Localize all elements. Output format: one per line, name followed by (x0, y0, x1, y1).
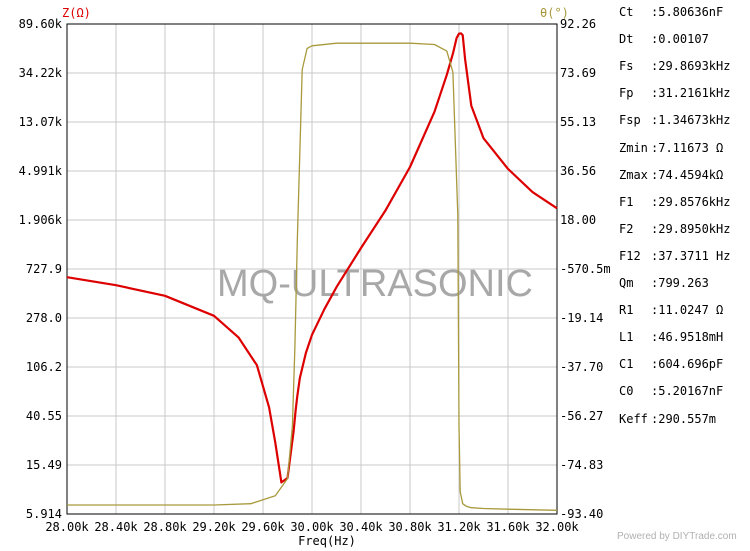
x-tick-label: 31.20k (437, 520, 481, 534)
x-tick-label: 29.60k (241, 520, 285, 534)
left-tick-label: 13.07k (19, 115, 63, 129)
right-axis-title: θ(°) (540, 6, 569, 20)
right-tick-label: -56.27 (560, 409, 603, 423)
param-value: :1.34673kHz (651, 113, 731, 128)
param-row-c0: C0 :5.20167nF (619, 383, 723, 399)
right-tick-label: 18.00 (560, 213, 596, 227)
left-axis-ticks: 89.60k 34.22k 13.07k 4.991k 1.906k 727.9 278.0… (19, 17, 63, 521)
param-key: L1 (619, 330, 634, 345)
param-key: Fp (619, 86, 634, 101)
left-tick-label: 40.55 (26, 409, 62, 423)
footer-credit-text: Powered by DIYTrade.com (617, 531, 737, 542)
param-value: :799.263 (651, 276, 709, 290)
left-tick-label: 727.9 (26, 262, 62, 276)
param-key: Zmin (619, 140, 648, 155)
param-value: :290.557m (651, 411, 717, 426)
left-tick-label: 278.0 (26, 311, 62, 325)
x-tick-label: 30.80k (388, 520, 432, 534)
left-tick-label: 5.914 (26, 507, 62, 521)
param-value: :74.4594kΩ (651, 167, 724, 182)
param-row-f1: F1 :29.8576kHz (619, 194, 730, 210)
param-row-f2: F2 :29.8950kHz (619, 221, 730, 237)
param-row-ct: Ct :5.80636nF (619, 4, 723, 20)
watermark-text: MQ-ULTRASONIC (217, 263, 533, 305)
param-value: :5.20167nF (651, 384, 724, 399)
x-tick-label: 28.40k (94, 520, 138, 534)
right-axis-ticks: 92.26 73.69 55.13 36.56 18.00 -570.5m -19.14 -3… (560, 17, 611, 521)
left-tick-label: 4.991k (19, 164, 63, 178)
phase-series-line (67, 42, 558, 511)
param-row-c1: C1 :604.696pF (619, 356, 723, 372)
left-tick-label: 1.906k (19, 213, 63, 227)
param-key: Qm (619, 276, 634, 290)
right-tick-label: 55.13 (560, 115, 596, 129)
right-tick-label: -93.40 (560, 507, 603, 521)
param-value: :604.696pF (651, 357, 724, 372)
param-row-dt: Dt :0.00107 (619, 31, 709, 47)
param-row-keff: Keff:290.557m (619, 411, 716, 427)
x-tick-label: 30.00k (290, 520, 334, 534)
param-value: :0.00107 (651, 32, 709, 47)
param-value: :7.11673 Ω (651, 140, 724, 155)
x-tick-label: 28.00k (45, 520, 89, 534)
x-axis-ticks: 28.00k 28.40k 28.80k 29.20k 29.60k 30.00k 30.4… (45, 520, 579, 534)
right-tick-label: -570.5m (560, 262, 611, 276)
param-row-f12: F12 :37.3711 Hz (619, 248, 730, 264)
param-row-r1: R1 :11.0247 Ω (619, 302, 723, 318)
param-row-zmax: Zmax:74.4594kΩ (619, 167, 723, 183)
param-key: Dt (619, 32, 634, 47)
param-key: Fs (619, 59, 634, 74)
plot-frame (66, 23, 558, 515)
left-tick-label: 106.2 (26, 360, 62, 374)
param-row-qm: Qm :799.263 (619, 275, 709, 291)
x-axis-title: Freq(Hz) (298, 534, 356, 548)
param-key: Keff (619, 411, 648, 426)
param-value: :29.8693kHz (651, 59, 731, 74)
left-tick-label: 15.49 (26, 458, 62, 472)
param-key: R1 (619, 303, 634, 318)
param-key: F1 (619, 194, 634, 209)
chart-grid (67, 24, 557, 514)
param-key: C0 (619, 384, 634, 399)
param-value: :46.9518mH (651, 330, 724, 345)
x-tick-label: 30.40k (339, 520, 383, 534)
right-tick-label: 36.56 (560, 164, 596, 178)
param-key: Ct (619, 5, 634, 19)
param-row-zmin: Zmin:7.11673 Ω (619, 140, 723, 156)
param-key: F2 (619, 221, 634, 236)
param-value: :11.0247 Ω (651, 303, 724, 318)
right-tick-label: -37.70 (560, 360, 603, 374)
param-value: :29.8576kHz (651, 194, 731, 209)
left-tick-label: 34.22k (19, 66, 63, 80)
param-value: :5.80636nF (651, 5, 724, 19)
impedance-series-line (66, 32, 558, 484)
right-tick-label: 92.26 (560, 17, 596, 31)
right-tick-label: -19.14 (560, 311, 603, 325)
param-row-l1: L1 :46.9518mH (619, 329, 723, 345)
right-tick-label: 73.69 (560, 66, 596, 80)
impedance-phase-chart: MQ-ULTRASONIC 89.60k 34.22k 13.07k 4.991k 1.… (19, 6, 611, 548)
left-tick-label: 89.60k (19, 17, 63, 31)
param-row-fs: Fs :29.8693kHz (619, 58, 730, 74)
param-key: Fsp (619, 113, 641, 128)
param-row-fsp: Fsp :1.34673kHz (619, 112, 730, 128)
param-row-fp: Fp :31.2161kHz (619, 85, 730, 101)
x-tick-label: 32.00k (535, 520, 579, 534)
series-layer (66, 32, 558, 511)
x-tick-label: 28.80k (143, 520, 187, 534)
param-value: :37.3711 Hz (651, 248, 731, 263)
right-tick-label: -74.83 (560, 458, 603, 472)
param-key: C1 (619, 357, 634, 372)
param-value: :29.8950kHz (651, 221, 731, 236)
param-value: :31.2161kHz (651, 86, 731, 101)
param-key: Zmax (619, 167, 648, 182)
x-tick-label: 31.60k (486, 520, 530, 534)
x-tick-label: 29.20k (192, 520, 236, 534)
left-axis-title: Z(Ω) (62, 6, 91, 20)
param-key: F12 (619, 248, 641, 263)
